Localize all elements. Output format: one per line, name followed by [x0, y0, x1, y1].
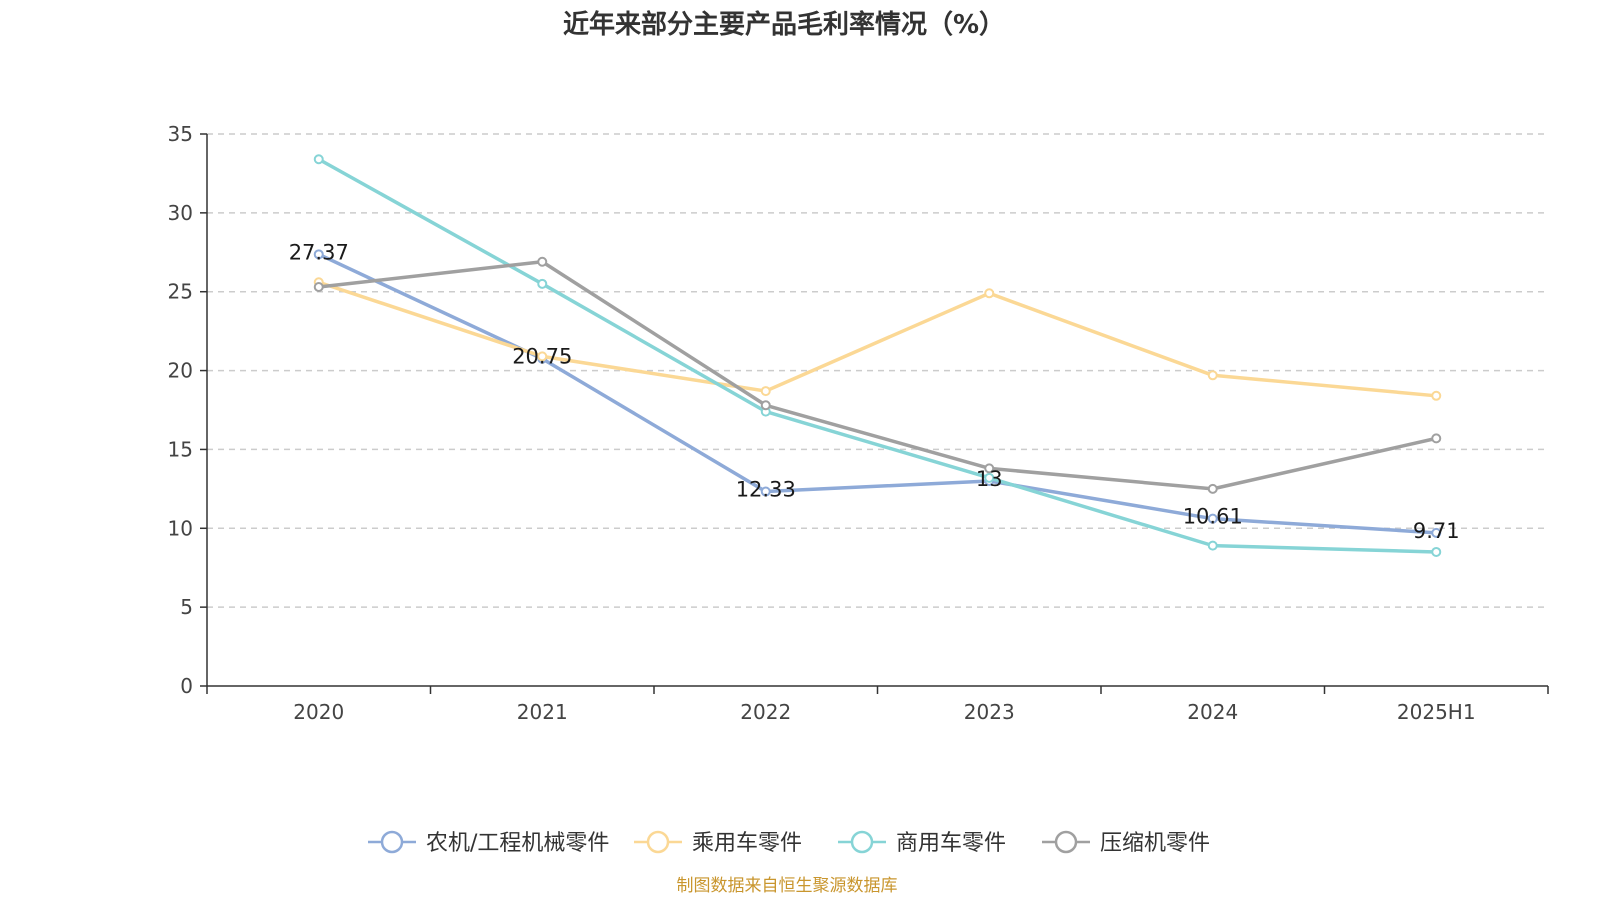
series-0-data-label-0: 27.37 — [289, 240, 349, 264]
series-1-point-4[interactable] — [1207, 370, 1218, 381]
x-tick-label-2025H1: 2025H1 — [1397, 700, 1476, 724]
legend-circle-icon — [646, 830, 670, 854]
series-0-point-5[interactable] — [1431, 527, 1442, 538]
series-lines — [313, 154, 1442, 557]
y-tick-label-15: 15 — [168, 437, 193, 461]
data-labels: 27.37 20.75 12.33 13 10.61 9.71 — [289, 240, 1460, 543]
series-3-point-4[interactable] — [1207, 483, 1218, 494]
legend-item-1[interactable]: 乘用车零件 — [634, 830, 802, 856]
series-1-point-3[interactable] — [984, 288, 995, 299]
legend-circle-icon — [380, 830, 404, 854]
series-0-point-4[interactable] — [1207, 513, 1218, 524]
series-line-1 — [317, 280, 1438, 398]
series-0-point-2[interactable] — [760, 486, 771, 497]
series-0-data-label-2: 12.33 — [736, 478, 796, 502]
y-tick-label-20: 20 — [168, 359, 193, 383]
legend-item-0[interactable]: 农机/工程机械零件 — [368, 830, 609, 856]
x-tick-label-2022: 2022 — [740, 700, 791, 724]
series-0-data-label-1: 20.75 — [512, 345, 572, 369]
series-3-point-3[interactable] — [984, 463, 995, 474]
x-tick-label-2023: 2023 — [964, 700, 1015, 724]
series-line-0 — [317, 252, 1438, 535]
series-line-3 — [317, 259, 1438, 491]
series-3-point-2[interactable] — [760, 400, 771, 411]
series-1-point-5[interactable] — [1431, 390, 1442, 401]
legend-circle-icon — [1054, 830, 1078, 854]
y-tick-label-0: 0 — [180, 674, 193, 698]
series-line-2 — [317, 157, 1438, 554]
series-2-point-1[interactable] — [537, 278, 548, 289]
grid-lines — [207, 133, 1548, 608]
axes: 0 5 10 15 20 25 30 35 2020 2021 2022 2023 2024 2025H1 — [168, 122, 1549, 724]
legend-label: 压缩机零件 — [1100, 831, 1210, 856]
y-tick-label-30: 30 — [168, 201, 193, 225]
series-2-point-0[interactable] — [313, 154, 324, 165]
source-note: 制图数据来自恒生聚源数据库 — [677, 876, 898, 896]
legend-item-2[interactable]: 商用车零件 — [838, 830, 1006, 856]
chart-title: 近年来部分主要产品毛利率情况（%） — [563, 9, 1005, 40]
y-tick-label-5: 5 — [180, 595, 193, 619]
y-tick-label-10: 10 — [168, 516, 193, 540]
series-2-point-5[interactable] — [1431, 546, 1442, 557]
series-0-data-label-4: 10.61 — [1183, 505, 1243, 529]
series-0-point-0[interactable] — [313, 249, 324, 260]
x-tick-label-2021: 2021 — [517, 700, 568, 724]
legend-label: 商用车零件 — [896, 831, 1006, 856]
series-3-point-5[interactable] — [1431, 433, 1442, 444]
legend-label: 农机/工程机械零件 — [426, 831, 609, 856]
legend-circle-icon — [850, 830, 874, 854]
y-tick-label-35: 35 — [168, 122, 193, 146]
series-3-point-0[interactable] — [313, 281, 324, 292]
legend[interactable]: 农机/工程机械零件 乘用车零件 商用车零件 压缩机零件 — [368, 830, 1210, 856]
legend-label: 乘用车零件 — [692, 831, 802, 856]
series-1-point-1[interactable] — [537, 351, 548, 362]
series-0-data-label-5: 9.71 — [1413, 519, 1460, 543]
series-1-point-2[interactable] — [760, 386, 771, 397]
series-2-point-3[interactable] — [984, 472, 995, 483]
x-tick-label-2020: 2020 — [293, 700, 344, 724]
series-2-point-4[interactable] — [1207, 540, 1218, 551]
series-0-data-label-3: 13 — [976, 467, 1003, 491]
series-3-point-1[interactable] — [537, 256, 548, 267]
x-tick-label-2024: 2024 — [1187, 700, 1238, 724]
legend-item-3[interactable]: 压缩机零件 — [1042, 830, 1210, 856]
y-tick-label-25: 25 — [168, 280, 193, 304]
